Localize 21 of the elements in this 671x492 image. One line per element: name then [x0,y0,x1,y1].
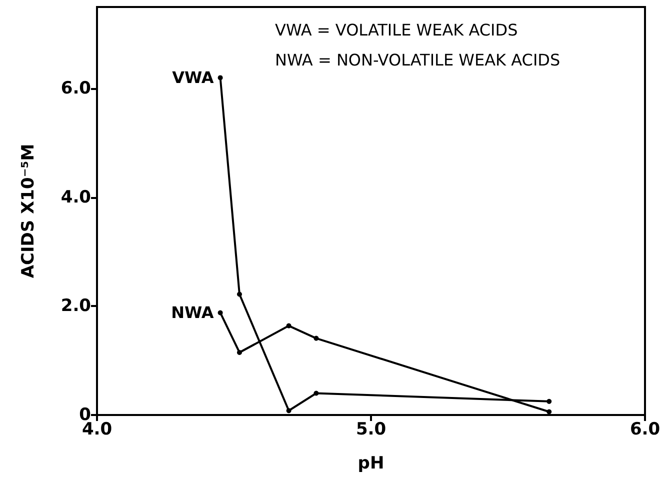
point [546,398,552,404]
point [236,350,242,355]
point [546,409,552,414]
x-axis-title: pH [358,454,384,474]
series-label: NWA [171,303,214,322]
point [286,408,292,414]
annotation: NWA = NON-VOLATILE WEAK ACIDS [275,50,560,70]
point [218,75,223,80]
y-tick-label: 4.0 [60,187,92,208]
point [236,292,242,297]
point [218,310,223,316]
series-label: VWA [172,68,214,88]
annotation: VWA = VOLATILE WEAK ACIDS [275,20,518,40]
point [314,336,319,341]
y-axis-title: ACIDS X10⁻⁵M [18,144,38,278]
point [314,390,319,396]
x-tick-label: 5.0 [356,420,386,440]
x-tick-label: 6.0 [630,420,660,440]
y-tick-label: 6.0 [60,78,92,99]
point [286,323,292,328]
y-tick-label: 2.0 [60,296,92,316]
